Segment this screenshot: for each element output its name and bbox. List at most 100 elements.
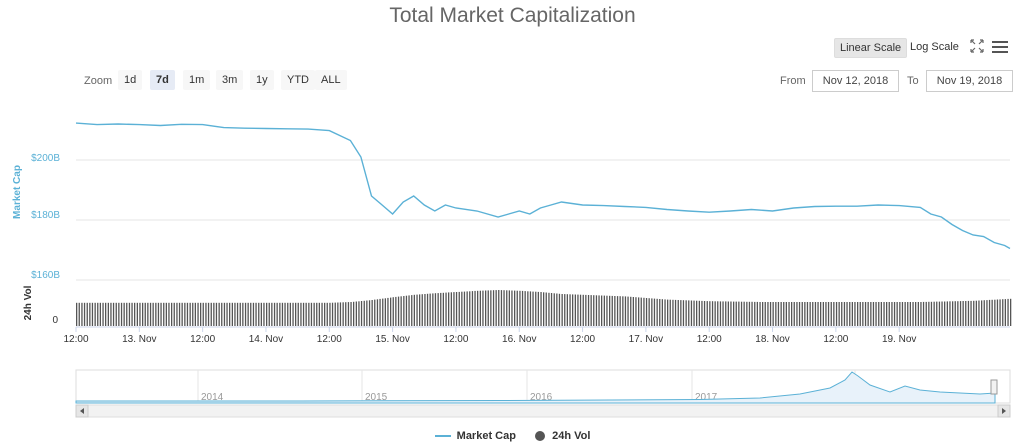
zoom-ytd-button[interactable]: YTD <box>281 70 315 90</box>
volume-bar <box>978 300 980 326</box>
volume-bar <box>519 290 521 326</box>
volume-bar <box>221 302 223 326</box>
volume-bar <box>292 302 294 326</box>
x-tick-label: 12:00 <box>443 334 468 345</box>
range-from-input[interactable]: Nov 12, 2018 <box>812 70 899 92</box>
volume-bar <box>949 301 951 326</box>
volume-bar <box>886 302 888 326</box>
chevron-left-icon <box>80 408 84 414</box>
fullscreen-icon[interactable] <box>969 38 985 54</box>
legend-item-market-cap[interactable]: Market Cap <box>434 430 516 442</box>
volume-bar <box>685 300 687 326</box>
x-tick-label: 16. Nov <box>502 334 536 345</box>
volume-bar <box>405 295 408 326</box>
y-tick-label: $200B <box>31 153 60 164</box>
volume-bar <box>674 299 677 326</box>
legend-label: Market Cap <box>456 430 516 442</box>
zoom-1y-button[interactable]: 1y <box>250 70 274 90</box>
volume-bar <box>833 302 835 326</box>
volume-bar <box>893 302 896 326</box>
volume-bar <box>711 301 714 326</box>
navigator-series <box>75 371 996 404</box>
volume-bar <box>690 300 693 326</box>
volume-bar <box>545 292 547 326</box>
volume-bar <box>954 301 956 326</box>
volume-bar <box>236 302 239 326</box>
volume-bar <box>867 302 869 326</box>
volume-bar <box>374 299 376 326</box>
volume-bar <box>229 302 231 326</box>
volume-bar <box>189 302 191 326</box>
navigator-handle[interactable] <box>990 379 998 395</box>
volume-bar <box>846 302 848 326</box>
volume-bar <box>775 302 777 326</box>
volume-bar <box>864 302 867 326</box>
volume-bar <box>276 302 278 326</box>
zoom-1d-button[interactable]: 1d <box>118 70 143 90</box>
volume-bar <box>709 301 711 326</box>
volume-bar <box>561 294 563 326</box>
x-tick-label: 14. Nov <box>249 334 283 345</box>
scrollbar-track[interactable] <box>75 404 1011 418</box>
volume-bar <box>400 296 402 326</box>
volume-bar <box>126 302 128 326</box>
volume-bar <box>461 291 463 326</box>
menu-icon[interactable] <box>992 40 1008 54</box>
volume-bar <box>268 302 270 326</box>
volume-bar <box>506 290 508 326</box>
volume-bar <box>611 295 613 326</box>
zoom-7d-button[interactable]: 7d <box>150 70 175 90</box>
volume-bar <box>350 302 352 326</box>
volume-bar <box>157 302 160 326</box>
volume-bar <box>595 295 598 326</box>
linear-scale-button[interactable]: Linear Scale <box>834 38 908 58</box>
volume-bar <box>603 295 605 326</box>
volume-bar <box>577 294 579 326</box>
volume-bar <box>899 302 901 326</box>
log-scale-button[interactable]: Log Scale <box>910 41 959 53</box>
volume-bar <box>516 290 518 326</box>
volume-bar <box>99 302 101 326</box>
volume-bar <box>981 300 983 326</box>
volume-bar <box>791 302 793 326</box>
volume-bar <box>572 294 574 326</box>
volume-bar <box>255 302 257 326</box>
volume-bar <box>754 301 756 326</box>
volume-bar <box>983 300 985 326</box>
volume-bar <box>735 301 737 326</box>
volume-bar <box>390 297 392 327</box>
dot-swatch-icon <box>535 431 546 442</box>
legend-item-24h-vol[interactable]: 24h Vol <box>535 430 590 442</box>
volume-bar <box>181 302 183 326</box>
volume-bar <box>632 297 634 326</box>
volume-bar <box>455 292 458 326</box>
range-to-input[interactable]: Nov 19, 2018 <box>926 70 1013 92</box>
volume-bar <box>944 301 946 326</box>
zoom-3m-button[interactable]: 3m <box>216 70 244 90</box>
volume-bar <box>645 298 648 326</box>
volume-bar <box>408 295 410 326</box>
volume-bar <box>147 302 149 326</box>
zoom-1m-button[interactable]: 1m <box>183 70 211 90</box>
volume-bar <box>120 302 123 326</box>
volume-bar <box>273 302 276 326</box>
volume-bar <box>368 300 371 327</box>
volume-bar <box>139 302 141 326</box>
volume-bar <box>231 302 233 326</box>
range-from-label: From <box>780 75 806 87</box>
volume-bar <box>759 302 761 326</box>
volume-bar <box>616 296 619 326</box>
volume-bar <box>115 302 117 326</box>
volume-bar <box>250 302 252 326</box>
volume-bar <box>601 295 603 326</box>
zoom-all-button[interactable]: ALL <box>315 70 347 90</box>
volume-bar <box>820 302 822 326</box>
volume-bar <box>788 302 790 326</box>
volume-bar <box>142 302 144 326</box>
volume-bar <box>266 302 268 326</box>
volume-bar <box>857 302 859 326</box>
volume-bar <box>878 302 880 326</box>
legend: Market Cap 24h Vol <box>0 430 1025 442</box>
volume-bar <box>909 302 911 326</box>
